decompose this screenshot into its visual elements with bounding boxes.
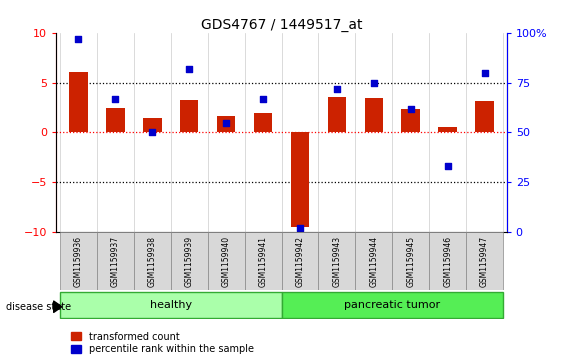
Bar [401, 109, 420, 132]
Bar [466, 232, 503, 290]
Bar [244, 232, 282, 290]
Bar [60, 232, 97, 290]
Bar [217, 115, 235, 132]
Text: pancreatic tumor: pancreatic tumor [344, 300, 440, 310]
Point [332, 86, 341, 91]
Bar [475, 101, 494, 132]
Point [406, 106, 415, 111]
Point [443, 163, 452, 169]
Text: GSM1159938: GSM1159938 [148, 236, 157, 287]
Text: GSM1159944: GSM1159944 [369, 236, 378, 287]
Point [74, 36, 83, 42]
Bar [291, 132, 309, 227]
Point [369, 79, 378, 85]
Point [258, 96, 267, 102]
Legend: transformed count, percentile rank within the sample: transformed count, percentile rank withi… [71, 331, 253, 355]
Bar [392, 232, 429, 290]
Text: disease state: disease state [6, 302, 71, 312]
Point [296, 225, 305, 231]
Bar [282, 232, 319, 290]
Text: GSM1159943: GSM1159943 [332, 236, 341, 287]
Text: GSM1159936: GSM1159936 [74, 236, 83, 287]
Point [148, 130, 157, 135]
Bar [134, 232, 171, 290]
Text: healthy: healthy [150, 300, 192, 310]
Text: GSM1159937: GSM1159937 [111, 236, 120, 287]
Bar [319, 232, 355, 290]
Text: GSM1159941: GSM1159941 [258, 236, 267, 287]
Bar [60, 292, 282, 318]
Bar [208, 232, 244, 290]
Bar [429, 232, 466, 290]
Point [480, 70, 489, 76]
Polygon shape [53, 301, 62, 313]
Bar [355, 232, 392, 290]
Bar [171, 232, 208, 290]
Bar [254, 113, 272, 132]
Text: GSM1159940: GSM1159940 [222, 236, 231, 287]
Bar [365, 98, 383, 132]
Text: GSM1159945: GSM1159945 [406, 236, 415, 287]
Bar [328, 97, 346, 132]
Bar [282, 292, 503, 318]
Bar [69, 72, 88, 132]
Bar [180, 99, 198, 132]
Title: GDS4767 / 1449517_at: GDS4767 / 1449517_at [201, 18, 362, 32]
Bar [97, 232, 134, 290]
Point [222, 120, 231, 126]
Text: GSM1159942: GSM1159942 [296, 236, 305, 287]
Point [185, 66, 194, 72]
Text: GSM1159946: GSM1159946 [443, 236, 452, 287]
Text: GSM1159939: GSM1159939 [185, 236, 194, 287]
Point [111, 96, 120, 102]
Bar [106, 107, 124, 132]
Bar [439, 127, 457, 132]
Text: GSM1159947: GSM1159947 [480, 236, 489, 287]
Bar [143, 118, 162, 132]
